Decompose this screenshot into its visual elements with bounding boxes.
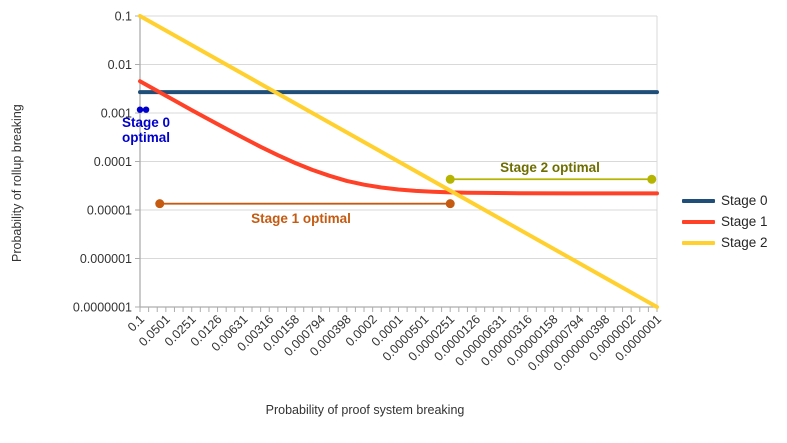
annotation-range-stage-1	[155, 199, 455, 209]
legend-item-label: Stage 2	[721, 235, 768, 250]
annotation-range-stage-2	[445, 174, 657, 184]
x-axis-tick-marks	[139, 307, 658, 312]
y-tick-label: 0.001	[101, 107, 132, 121]
legend-item-label: Stage 0	[721, 193, 768, 208]
legend-swatch-line	[682, 240, 715, 245]
y-tick-label: 0.01	[108, 58, 132, 72]
stage-0-optimal-label: Stage 0 optimal	[122, 115, 171, 145]
stage-2-optimal-label: Stage 2 optimal	[500, 160, 600, 175]
stage-1-optimal-label: Stage 1 optimal	[251, 211, 351, 226]
legend-swatch-line	[682, 219, 715, 224]
legend-item: Stage 2	[682, 232, 768, 253]
y-tick-label: 0.0001	[94, 155, 132, 169]
y-tick-label: 0.00001	[87, 204, 132, 218]
y-axis-title: Probability of rollup breaking	[10, 104, 24, 262]
legend-item: Stage 0	[682, 190, 768, 211]
chart-legend: Stage 0 Stage 1 Stage 2	[682, 190, 768, 253]
y-tick-label: 0.1	[115, 10, 132, 24]
y-axis-tick-labels: 0.1 0.01 0.001 0.0001 0.00001 0.000001 0.00000…	[73, 10, 132, 315]
legend-item: Stage 1	[682, 211, 768, 232]
legend-item-label: Stage 1	[721, 214, 768, 229]
annotation-range-stage-0	[136, 106, 150, 113]
y-tick-label: 0.000001	[80, 252, 132, 266]
series-line-stage-2	[138, 14, 659, 309]
legend-swatch-line	[682, 198, 715, 203]
series-line-stage-1	[138, 79, 659, 196]
x-axis-title: Probability of proof system breaking	[265, 403, 465, 417]
y-axis-tick-marks	[135, 15, 140, 308]
y-tick-label: 0.0000001	[73, 301, 132, 315]
x-axis-tick-labels: 0.10.05010.02510.01260.006310.003160.001…	[125, 312, 664, 374]
